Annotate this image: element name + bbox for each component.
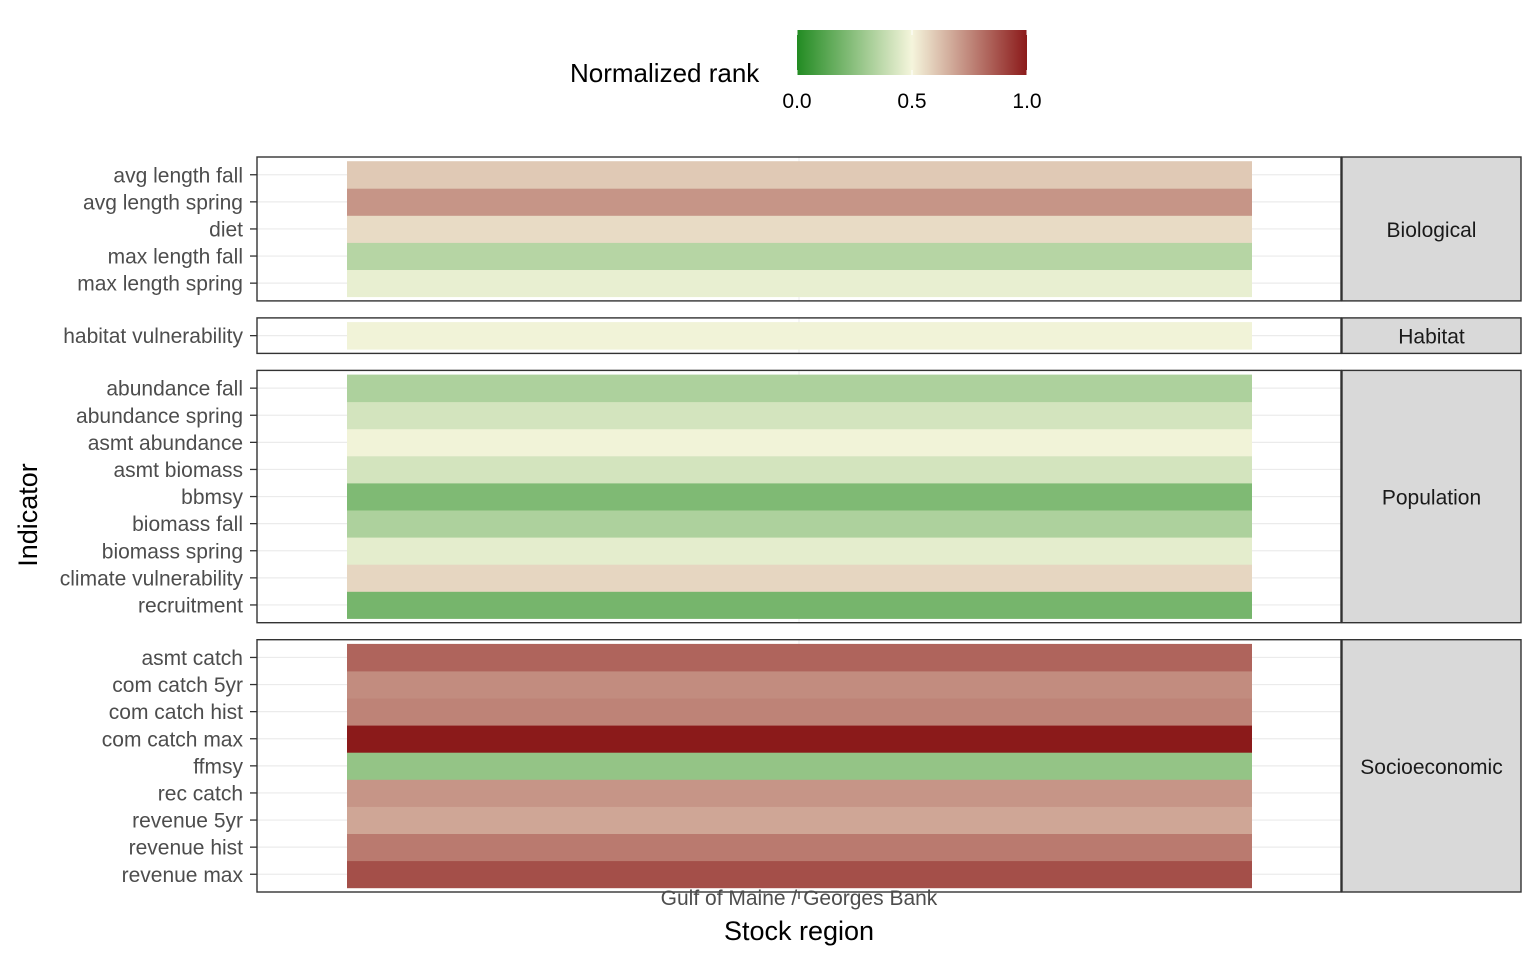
facet-panel: max length spring max length fall diet avg …	[77, 156, 1522, 302]
y-tick-label: revenue 5yr	[132, 810, 243, 833]
legend-colorbar	[797, 30, 1027, 75]
legend-tick-label: 1.0	[1012, 90, 1041, 113]
heatmap-tile	[347, 752, 1252, 780]
heatmap-tile	[347, 725, 1252, 753]
y-tick-label: habitat vulnerability	[63, 325, 243, 348]
heatmap-tile	[347, 779, 1252, 807]
facet-strip-label: Population	[1382, 487, 1481, 510]
heatmap-tile	[347, 215, 1252, 243]
heatmap-tile	[347, 428, 1252, 457]
heatmap-tile	[347, 242, 1252, 270]
legend-tick-label: 0.5	[897, 90, 926, 113]
heatmap-tile	[347, 860, 1252, 889]
y-tick-label: max length spring	[77, 273, 243, 296]
heatmap-tile	[347, 374, 1252, 403]
x-axis-title: Stock region	[724, 916, 874, 946]
y-tick-label: rec catch	[158, 782, 243, 805]
heatmap-tile	[347, 698, 1252, 726]
heatmap-tile	[347, 537, 1252, 565]
legend: Normalized rank 0.0 0.5 1.0	[570, 30, 1042, 113]
heatmap-tile	[347, 806, 1252, 834]
facet-strip-label: Socioeconomic	[1360, 756, 1502, 779]
y-tick-label: avg length fall	[113, 164, 243, 187]
legend-title: Normalized rank	[570, 58, 760, 88]
panel-border	[256, 317, 1342, 355]
y-axis-title: Indicator	[13, 463, 43, 567]
facet-strip	[1341, 317, 1522, 355]
y-tick-label: com catch 5yr	[112, 674, 243, 697]
heatmap-tile	[347, 455, 1252, 484]
x-axis: Gulf of Maine / Georges Bank Stock regio…	[661, 887, 938, 946]
y-tick-label: biomass spring	[102, 540, 243, 563]
facet-strip-label: Habitat	[1398, 326, 1465, 349]
y-tick-label: asmt catch	[141, 647, 243, 670]
facet-strip	[1341, 639, 1522, 893]
heatmap-tile	[347, 510, 1252, 538]
facet-strip	[1341, 156, 1522, 302]
facet-panels: max length spring max length fall diet avg …	[60, 156, 1522, 899]
heatmap-tile	[347, 564, 1252, 592]
y-tick-label: bbmsy	[181, 486, 243, 509]
x-tick-label: Gulf of Maine / Georges Bank	[661, 887, 938, 910]
y-tick-label: com catch max	[102, 728, 244, 751]
legend-tick-label: 0.0	[782, 90, 811, 113]
y-tick-label: revenue hist	[129, 837, 244, 860]
y-tick-label: biomass fall	[132, 513, 243, 536]
y-tick-label: revenue max	[122, 864, 244, 887]
panel-border	[256, 369, 1342, 624]
y-tick-label: recruitment	[138, 594, 243, 617]
heatmap-tile	[347, 188, 1252, 216]
heatmap-tile	[347, 483, 1252, 511]
facet-panel: revenue max revenue hist revenue 5yr rec ca…	[102, 639, 1522, 899]
heatmap-tile	[347, 833, 1252, 862]
y-tick-label: climate vulnerability	[60, 567, 244, 590]
y-tick-label: max length fall	[108, 246, 243, 269]
y-tick-label: abundance spring	[76, 405, 243, 428]
y-tick-label: asmt biomass	[113, 459, 243, 482]
y-tick-label: diet	[209, 218, 243, 241]
y-tick-label: com catch hist	[109, 701, 243, 724]
heatmap-tile	[347, 161, 1252, 189]
heatmap-tile	[347, 591, 1252, 619]
heatmap-tile	[347, 269, 1252, 298]
facet-panel: habitat vulnerability Habitat	[63, 317, 1522, 355]
y-tick-label: asmt abundance	[88, 432, 243, 455]
y-tick-label: avg length spring	[83, 191, 243, 214]
heatmap-tile	[347, 322, 1252, 350]
y-tick-label: abundance fall	[106, 378, 243, 401]
heatmap-tile	[347, 401, 1252, 430]
heatmap-tile	[347, 671, 1252, 699]
heatmap-tile	[347, 643, 1252, 672]
facet-strip-label: Biological	[1387, 219, 1477, 242]
panel-border	[256, 156, 1342, 302]
facet-strip	[1341, 369, 1522, 624]
facet-panel: recruitment climate vulnerability biomass …	[60, 369, 1522, 624]
y-tick-label: ffmsy	[193, 755, 243, 778]
